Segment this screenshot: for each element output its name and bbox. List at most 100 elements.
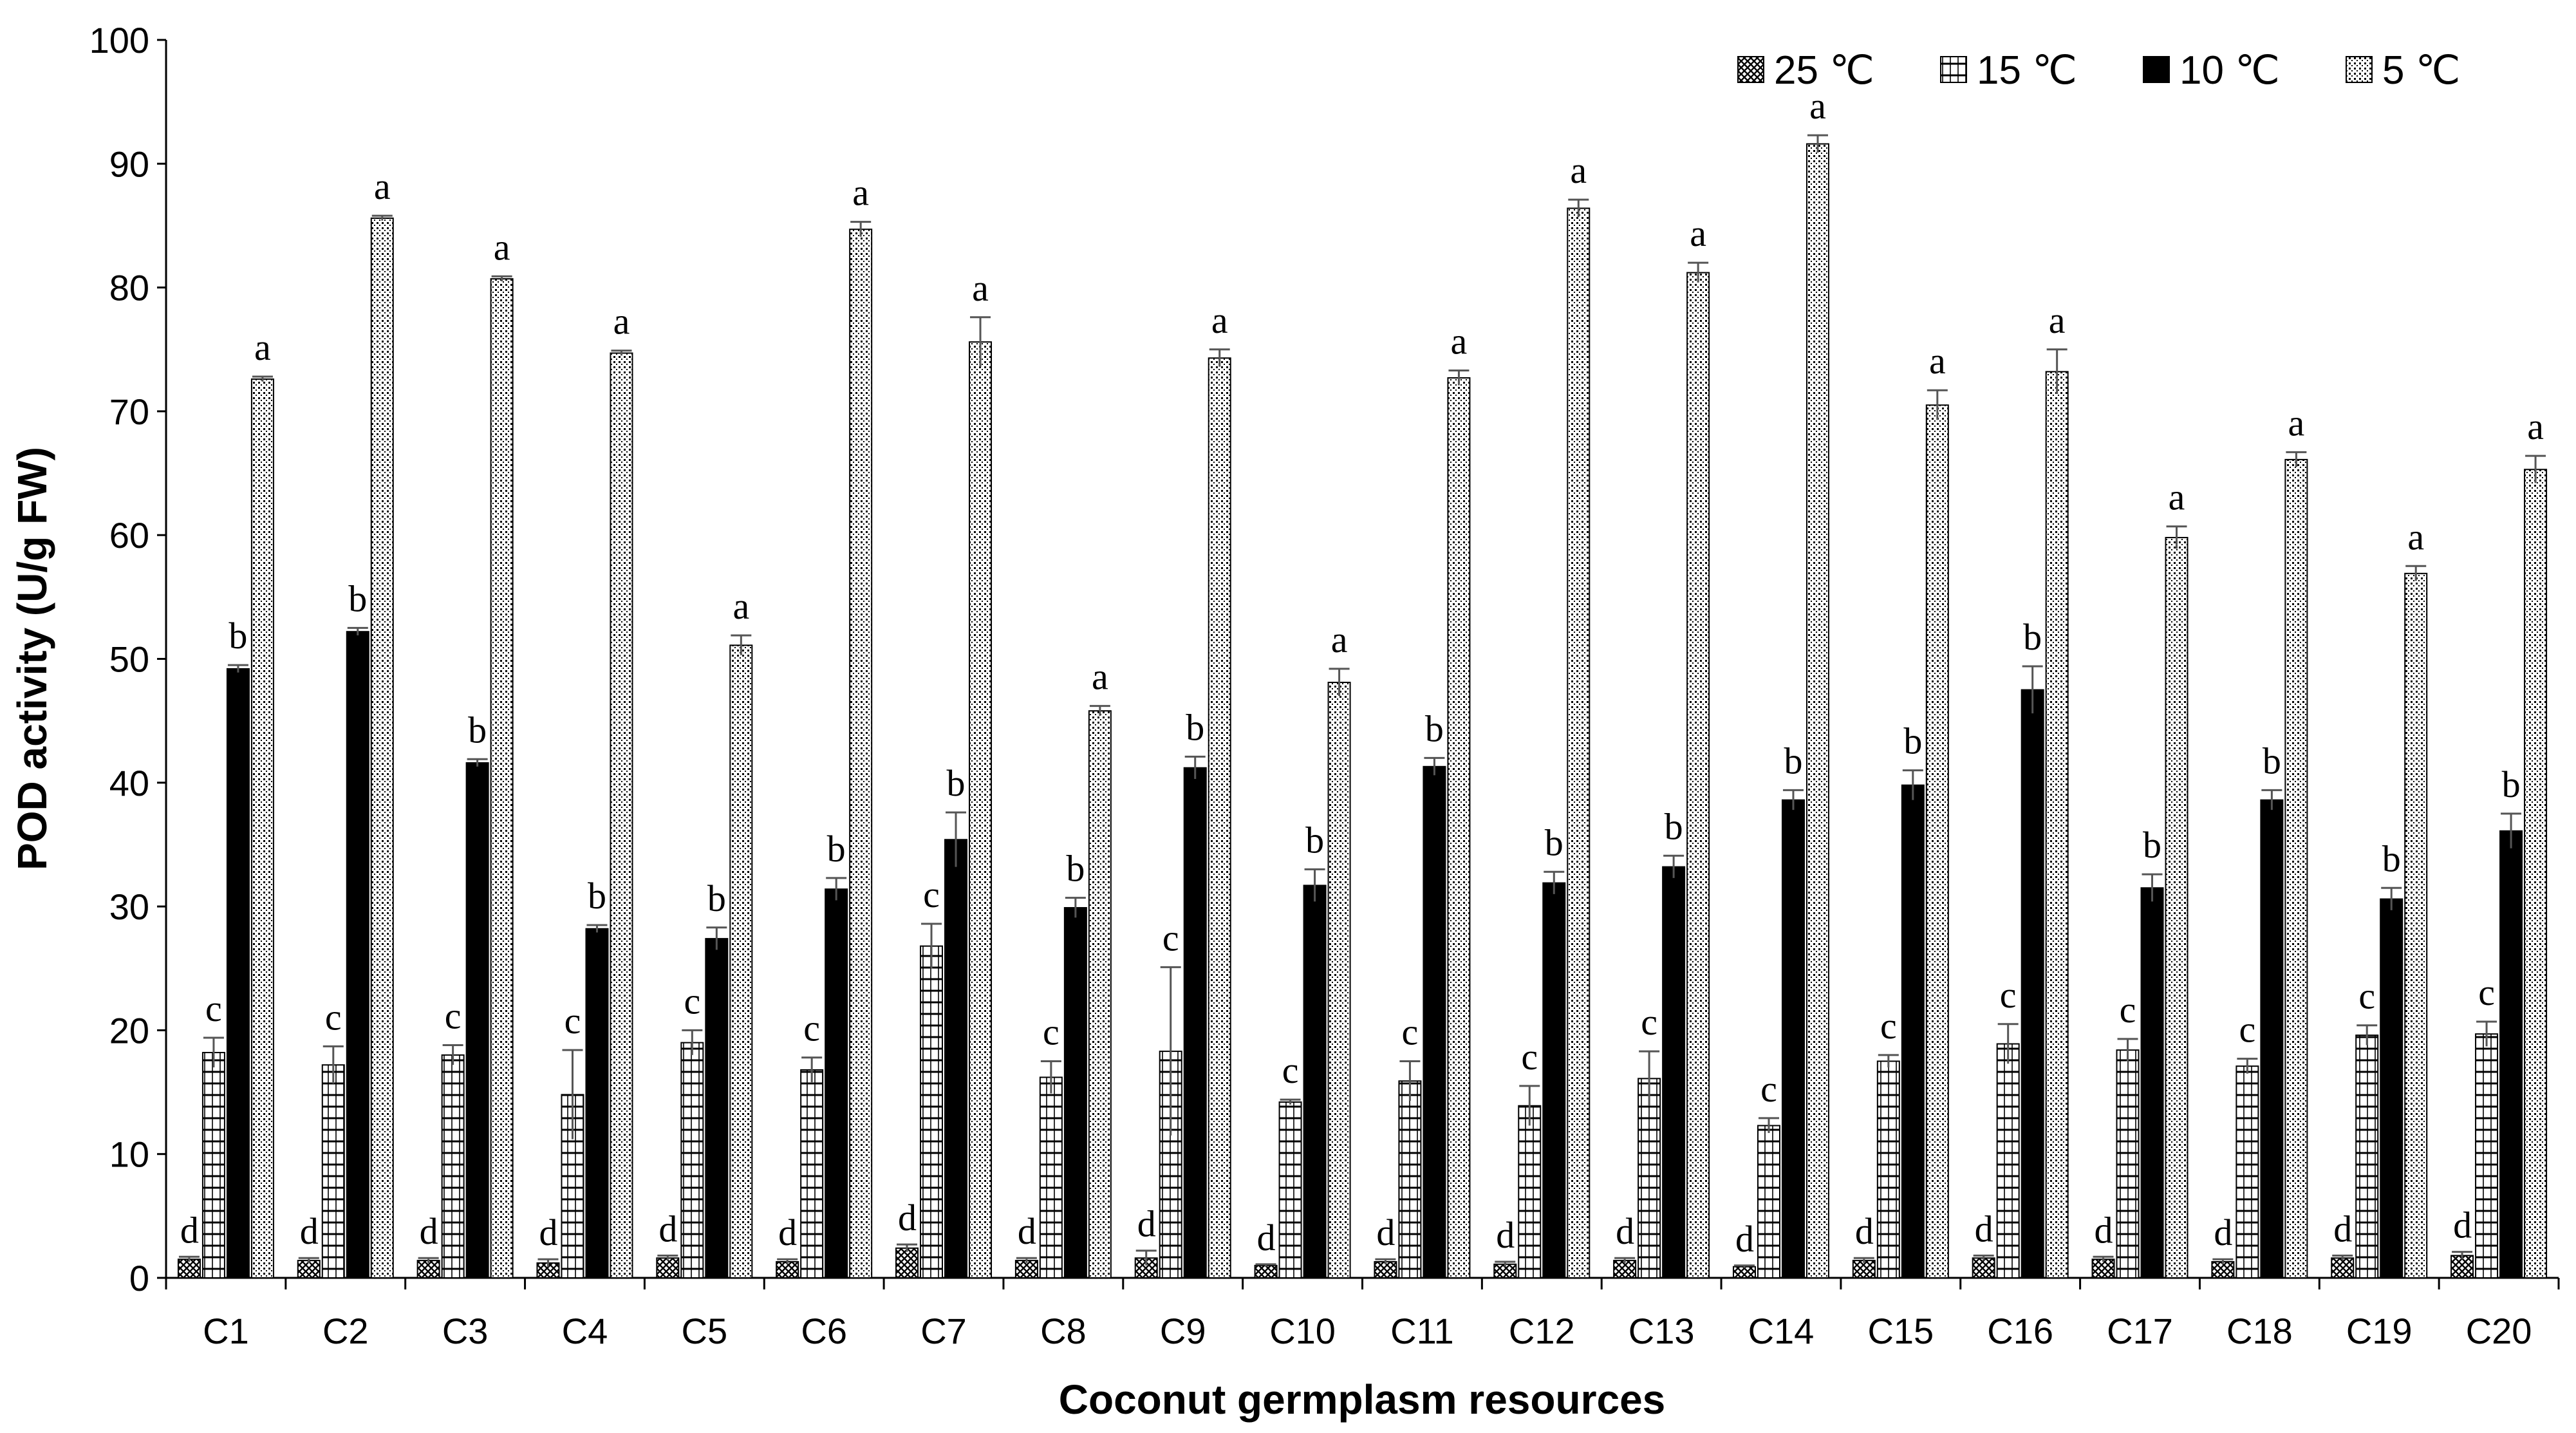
x-tick-label-c4: C4 <box>562 1311 608 1351</box>
bars <box>177 143 2548 1279</box>
significance-letter: c <box>1760 1068 1777 1110</box>
bar-c20-series-3 <box>2499 830 2523 1278</box>
legend-label: 10 ℃ <box>2179 48 2280 93</box>
bar-c14-series-1 <box>1732 1266 1756 1278</box>
x-tick-label-c19: C19 <box>2346 1311 2413 1351</box>
significance-letter: b <box>947 762 966 804</box>
significance-letter: a <box>1809 85 1826 127</box>
x-tick-label-c14: C14 <box>1748 1311 1815 1351</box>
significance-letter: d <box>1855 1210 1874 1252</box>
x-tick-label-c11: C11 <box>1390 1311 1454 1351</box>
legend-swatch <box>1940 56 1967 83</box>
significance-letter: c <box>2120 989 2136 1031</box>
significance-letter: a <box>613 301 630 342</box>
significance-letter: b <box>1903 720 1922 762</box>
bar-c13-series-1 <box>1613 1260 1637 1279</box>
significance-letter: a <box>494 226 510 268</box>
y-tick-label: 100 <box>89 20 149 61</box>
x-tick-label-c8: C8 <box>1040 1311 1087 1351</box>
bar-c7-series-3 <box>944 839 968 1279</box>
bar-c5-series-4 <box>729 644 753 1278</box>
y-tick-label: 10 <box>109 1134 149 1175</box>
x-ticks: C1 C2 C3 C4 C5 C6 C7 C8 C9 C10 C11 C12 C13 C14 C15 C16 C… <box>165 1278 2560 1351</box>
bar-c13-series-3 <box>1662 866 1686 1278</box>
bar-c5-series-3 <box>705 938 729 1278</box>
bar-c9-series-4 <box>1208 357 1231 1278</box>
significance-letter: c <box>2239 1009 2256 1051</box>
bar-c6-series-4 <box>849 229 873 1278</box>
x-axis-title: Coconut germplasm resources <box>1059 1376 1666 1423</box>
bar-c15-series-2 <box>1876 1060 1900 1278</box>
bar-c1-series-2 <box>201 1052 225 1279</box>
x-tick-label-c15: C15 <box>1867 1311 1934 1351</box>
bar-c18-series-4 <box>2284 458 2308 1278</box>
significance-letter: a <box>852 172 869 214</box>
bar-c19-series-4 <box>2404 572 2428 1278</box>
legend-label: 25 ℃ <box>1774 48 1874 93</box>
significance-letter: c <box>445 995 462 1036</box>
bar-c7-series-1 <box>895 1247 919 1279</box>
significance-letter: d <box>1975 1208 1993 1250</box>
bar-c13-series-2 <box>1638 1078 1661 1278</box>
legend-label: 5 ℃ <box>2382 48 2460 93</box>
significance-letter: d <box>1137 1203 1156 1245</box>
significance-letter: d <box>420 1210 438 1252</box>
significance-letter: b <box>2143 824 2161 866</box>
bar-c15-series-4 <box>1925 404 1949 1278</box>
significance-letter: c <box>1641 1001 1657 1043</box>
significance-letter: d <box>2333 1208 2352 1250</box>
significance-letter: b <box>1066 848 1085 890</box>
significance-letter: c <box>2478 971 2495 1013</box>
legend-swatch <box>2346 56 2373 83</box>
bar-c15-series-3 <box>1901 784 1925 1278</box>
y-tick-label: 40 <box>109 763 149 803</box>
significance-letter: a <box>1331 619 1348 660</box>
bar-c4-series-4 <box>610 352 633 1278</box>
significance-letter: c <box>1521 1036 1538 1078</box>
significance-letter: b <box>2382 838 2401 879</box>
bar-c19-series-2 <box>2355 1035 2379 1279</box>
bar-c15-series-1 <box>1852 1260 1876 1279</box>
significance-letter: c <box>923 874 940 915</box>
bar-c12-series-2 <box>1518 1105 1542 1278</box>
significance-letter: b <box>468 709 487 751</box>
significance-letter: a <box>1929 340 1946 382</box>
significance-letter: a <box>1092 656 1108 698</box>
significance-letter: b <box>1186 706 1204 748</box>
bar-c20-series-2 <box>2475 1033 2499 1278</box>
significance-letter: a <box>2169 476 2185 518</box>
significance-letter: a <box>1570 149 1587 191</box>
bar-c16-series-4 <box>2045 371 2069 1278</box>
bar-c4-series-3 <box>585 928 609 1278</box>
significance-letter: d <box>539 1212 557 1253</box>
y-tick-label: 90 <box>109 144 149 184</box>
bar-c11-series-4 <box>1447 377 1471 1278</box>
error-bars <box>178 134 2546 1268</box>
bar-c3-series-2 <box>441 1054 465 1278</box>
legend-swatch <box>1737 56 1764 83</box>
bar-c10-series-3 <box>1303 885 1327 1279</box>
x-tick-label-c12: C12 <box>1509 1311 1575 1351</box>
significance-letter: c <box>2358 975 2375 1017</box>
bar-c8-series-3 <box>1063 907 1087 1278</box>
bar-c16-series-2 <box>1996 1043 2020 1278</box>
y-axis: 0 10 20 30 40 50 60 70 80 90 100 POD activity (U/g… <box>9 20 167 1298</box>
significance-letter: b <box>827 828 846 870</box>
x-axis: C1 C2 C3 C4 C5 C6 C7 C8 C9 C10 C11 C12 C13 C14 C15 C16 C… <box>165 1277 2560 1423</box>
significance-letters: d c b a d c b a d c b a d c b a d c b a d c b a d c b a d c b a d c b a d c b a… <box>180 85 2544 1260</box>
legend-label: 15 ℃ <box>1977 48 2077 93</box>
bar-c1-series-3 <box>226 668 250 1279</box>
y-tick-label: 20 <box>109 1010 149 1051</box>
significance-letter: c <box>1282 1049 1299 1091</box>
significance-letter: d <box>300 1210 319 1252</box>
significance-letter: b <box>348 577 367 619</box>
bar-c1-series-1 <box>177 1259 201 1279</box>
x-tick-label-c6: C6 <box>801 1311 847 1351</box>
bar-c6-series-3 <box>825 888 848 1278</box>
significance-letter: d <box>1735 1218 1754 1260</box>
bar-c9-series-3 <box>1183 767 1207 1278</box>
x-tick-label-c2: C2 <box>322 1311 369 1351</box>
bar-c16-series-1 <box>1972 1257 1995 1279</box>
bar-c7-series-2 <box>920 945 944 1278</box>
